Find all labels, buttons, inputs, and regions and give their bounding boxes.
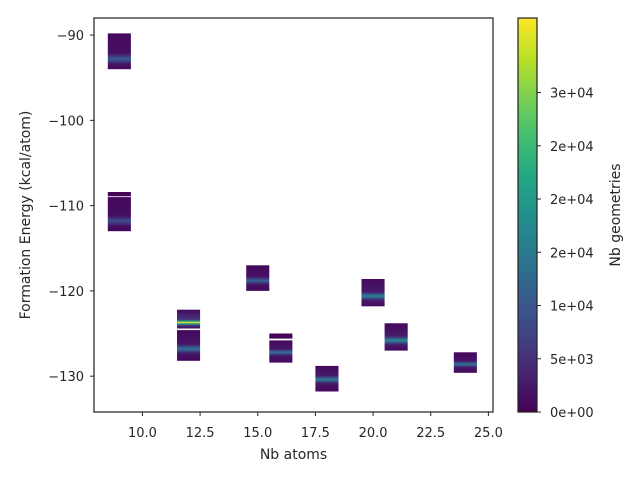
heatmap-cell <box>246 265 270 291</box>
y-axis-label: Formation Energy (kcal/atom) <box>18 111 34 320</box>
y-tick-label: −100 <box>48 114 84 129</box>
x-tick-label: 20.0 <box>359 426 388 441</box>
y-tick-label: −130 <box>48 370 84 385</box>
heatmap-cell <box>453 352 477 373</box>
x-tick-label: 12.5 <box>186 426 215 441</box>
colorbar-axis: 0e+00 5e+03 1e+04 2e+04 2e+04 2e+04 3e+04 <box>537 87 594 421</box>
x-tick-label: 15.0 <box>243 426 272 441</box>
x-axis-label: Nb atoms <box>260 447 327 463</box>
x-tick-label: 17.5 <box>301 426 330 441</box>
x-tick-label: 22.5 <box>416 426 445 441</box>
heatmap-cell <box>107 33 131 70</box>
heatmap-cells <box>107 33 477 392</box>
colorbar-tick-label: 3e+04 <box>550 87 594 102</box>
y-tick-label: −110 <box>48 200 84 215</box>
heatmap-cell <box>177 330 201 361</box>
colorbar-tick-label: 5e+03 <box>550 353 594 368</box>
heatmap-cell <box>361 279 385 307</box>
colorbar <box>517 17 538 413</box>
x-tick-label: 10.0 <box>128 426 157 441</box>
heatmap-cell <box>315 365 339 392</box>
colorbar-tick-label: 2e+04 <box>550 140 594 155</box>
colorbar-tick-label: 2e+04 <box>550 246 594 261</box>
colorbar-tick-label: 1e+04 <box>550 300 594 315</box>
heatmap-cell <box>107 197 131 232</box>
colorbar-tick-label: 0e+00 <box>550 406 594 421</box>
x-tick-label: 25.0 <box>474 426 503 441</box>
colorbar-label: Nb geometries <box>608 163 624 266</box>
heatmap-cell <box>269 333 293 339</box>
colorbar-tick-label: 2e+04 <box>550 193 594 208</box>
y-tick-label: −120 <box>48 285 84 300</box>
x-axis: 10.0 12.5 15.0 17.5 20.0 22.5 25.0 <box>128 412 503 441</box>
heatmap-cell <box>269 340 293 363</box>
heatmap-cell <box>107 192 131 197</box>
plot-frame <box>93 17 494 413</box>
heatmap-cell <box>384 323 408 351</box>
heatmap-cell <box>177 309 201 329</box>
y-axis: −90 −100 −110 −120 −130 <box>48 29 94 385</box>
y-tick-label: −90 <box>57 29 84 44</box>
